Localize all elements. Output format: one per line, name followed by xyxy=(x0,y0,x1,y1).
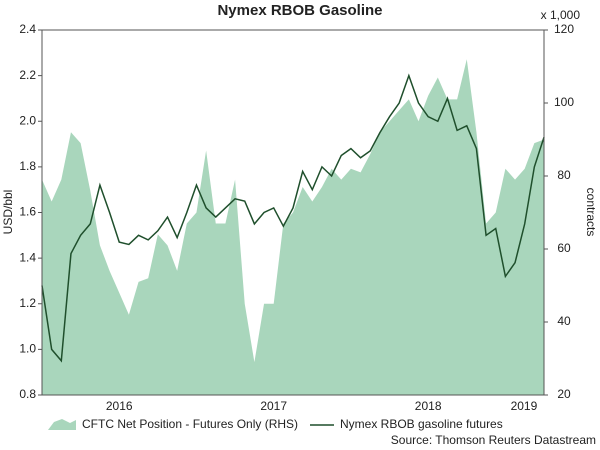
y2-tick-label: 40 xyxy=(557,314,571,328)
y2-tick-label: 60 xyxy=(557,241,571,255)
y-tick-label: 2.4 xyxy=(19,22,36,36)
y-tick-label: 1.2 xyxy=(19,296,36,310)
y-tick-label: 1.0 xyxy=(19,342,36,356)
chart-title: Nymex RBOB Gasoline xyxy=(217,2,382,19)
legend-label: Nymex RBOB gasoline futures xyxy=(340,417,503,431)
x-tick-label: 2016 xyxy=(106,399,133,413)
y2-tick-label: 20 xyxy=(557,387,571,401)
source-note: Source: Thomson Reuters Datastream xyxy=(391,433,596,447)
y2-tick-label: 100 xyxy=(554,95,574,109)
y2-tick-label: 80 xyxy=(557,168,571,182)
line xyxy=(41,73,545,363)
legend-swatch xyxy=(48,419,76,430)
x-tick-label: 2018 xyxy=(415,399,442,413)
x-tick-label: 2019 xyxy=(511,399,538,413)
y-tick-label: 1.8 xyxy=(19,159,36,173)
y2-axis-label: contracts xyxy=(584,188,598,237)
y-axis-label: USD/bbl xyxy=(1,190,15,235)
y2-tick-label: 120 xyxy=(554,22,574,36)
y-tick-label: 2.2 xyxy=(19,68,36,82)
y2-unit: x 1,000 xyxy=(541,8,581,22)
y-tick-label: 2.0 xyxy=(19,113,36,127)
y-tick-label: 1.4 xyxy=(19,250,36,264)
y-tick-label: 0.8 xyxy=(19,387,36,401)
y-tick-label: 1.6 xyxy=(19,205,36,219)
x-tick-label: 2017 xyxy=(260,399,287,413)
area xyxy=(42,59,544,395)
legend-label: CFTC Net Position - Futures Only (RHS) xyxy=(82,417,298,431)
